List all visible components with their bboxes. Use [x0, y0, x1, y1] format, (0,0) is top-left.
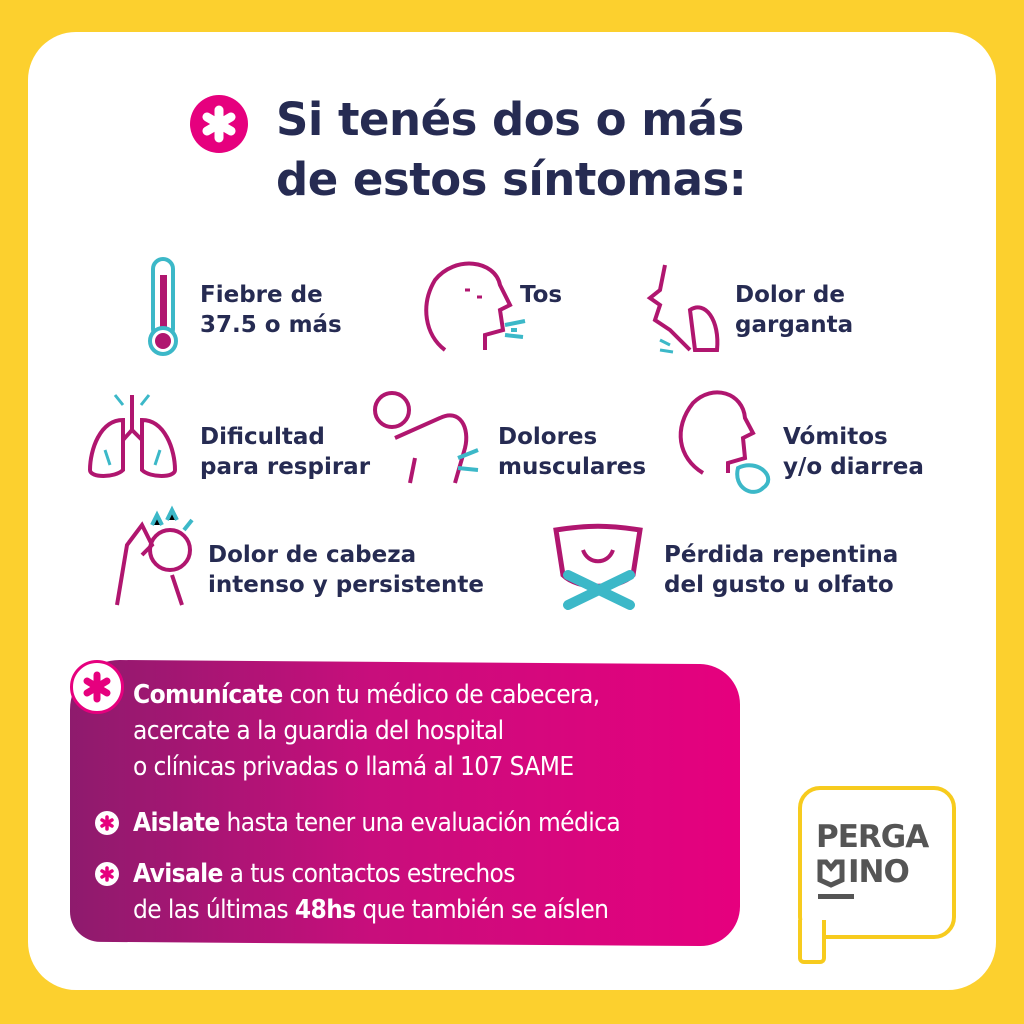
symptom-label: Tos	[520, 282, 563, 308]
logo-text: INO	[848, 854, 910, 890]
action-bold: Avisale	[133, 859, 223, 889]
action-text: a tus contactos estrechos	[222, 859, 516, 889]
headache-icon	[115, 505, 194, 606]
symptom-breathing: Dificultad para respirar	[200, 422, 370, 482]
action-bold: 48hs	[294, 895, 356, 925]
thermometer-icon	[148, 257, 178, 356]
asterisk-icon	[190, 95, 248, 153]
symptom-label: Dolor de cabeza	[208, 542, 417, 568]
symptom-label: intenso y persistente	[208, 572, 484, 598]
symptom-vomiting: Vómitos y/o diarrea	[783, 422, 924, 482]
action-text: o clínicas privadas o llamá al 107 SAME	[133, 752, 574, 782]
symptom-cough: Tos	[520, 280, 562, 310]
action-contact: Comunícate con tu médico de cabecera, ac…	[133, 677, 600, 785]
action-text: de las últimas	[133, 895, 295, 925]
action-isolate: Aislate hasta tener una evaluación médic…	[133, 805, 621, 841]
symptom-label: Pérdida repentina	[664, 542, 899, 568]
cough-icon	[424, 261, 526, 352]
title-line-2: de estos síntomas:	[276, 153, 747, 206]
title-line-1: Si tenés dos o más	[276, 93, 744, 146]
sore-throat-icon	[646, 264, 720, 354]
asterisk-icon	[70, 660, 124, 714]
asterisk-icon	[95, 862, 119, 886]
symptom-label: Dificultad	[200, 424, 325, 450]
vomit-icon	[678, 390, 771, 494]
symptom-sore-throat: Dolor de garganta	[735, 280, 853, 340]
symptom-label: Vómitos	[783, 424, 888, 450]
pergamino-logo	[798, 786, 956, 939]
symptom-headache: Dolor de cabeza intenso y persistente	[208, 540, 484, 600]
symptom-fever: Fiebre de 37.5 o más	[200, 280, 342, 340]
lungs-icon	[87, 394, 178, 478]
no-taste-icon	[553, 523, 643, 610]
symptom-label: para respirar	[200, 454, 371, 480]
action-text: con tu médico de cabecera,	[282, 680, 600, 710]
symptom-label: Dolores	[498, 424, 598, 450]
symptom-label: Fiebre de	[200, 282, 323, 308]
symptom-label: 37.5 o más	[200, 312, 342, 338]
symptom-label: garganta	[735, 312, 854, 338]
logo-text: PERGA	[816, 819, 929, 855]
symptom-label: Dolor de	[735, 282, 845, 308]
asterisk-icon	[95, 811, 119, 835]
symptom-taste-loss: Pérdida repentina del gusto u olfato	[664, 540, 898, 600]
symptom-label: y/o diarrea	[783, 454, 924, 480]
heart-m-icon	[817, 859, 845, 888]
action-notify: Avisale a tus contactos estrechos de las…	[133, 856, 609, 928]
action-text: acercate a la guardia del hospital	[133, 716, 504, 746]
page-title: Si tenés dos o más de estos síntomas:	[276, 90, 747, 210]
logo-bar	[818, 894, 854, 899]
back-pain-icon	[373, 391, 479, 484]
symptom-label: del gusto u olfato	[664, 572, 894, 598]
symptom-muscle-pain: Dolores musculares	[498, 422, 646, 482]
symptom-label: musculares	[498, 454, 647, 480]
action-text: hasta tener una evaluación médica	[219, 808, 621, 838]
logo-tail	[798, 920, 826, 964]
action-bold: Aislate	[133, 808, 220, 838]
action-text: que también se aíslen	[355, 895, 609, 925]
action-bold: Comunícate	[133, 680, 283, 710]
